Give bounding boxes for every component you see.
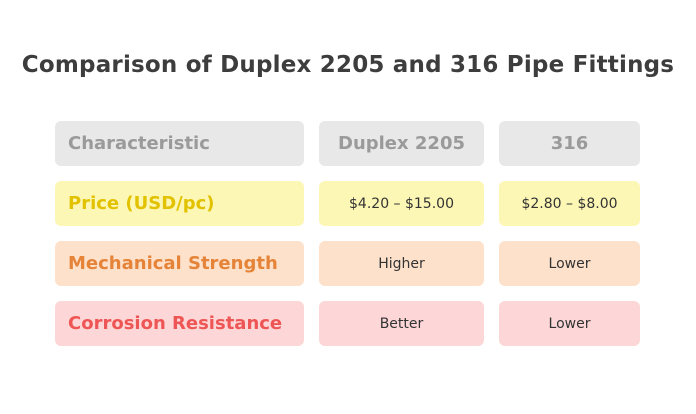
cell-corrosion-duplex: Better bbox=[319, 301, 484, 346]
header-duplex-2205: Duplex 2205 bbox=[319, 121, 484, 166]
header-characteristic: Characteristic bbox=[55, 121, 304, 166]
cell-corrosion-316: Lower bbox=[499, 301, 640, 346]
cell-strength-316: Lower bbox=[499, 241, 640, 286]
cell-strength-duplex: Higher bbox=[319, 241, 484, 286]
cell-price-316: $2.80 – $8.00 bbox=[499, 181, 640, 226]
row-label-corrosion-resistance: Corrosion Resistance bbox=[55, 301, 304, 346]
page-title: Comparison of Duplex 2205 and 316 Pipe F… bbox=[21, 52, 675, 78]
row-label-mechanical-strength: Mechanical Strength bbox=[55, 241, 304, 286]
row-label-price: Price (USD/pc) bbox=[55, 181, 304, 226]
header-316: 316 bbox=[499, 121, 640, 166]
cell-price-duplex: $4.20 – $15.00 bbox=[319, 181, 484, 226]
